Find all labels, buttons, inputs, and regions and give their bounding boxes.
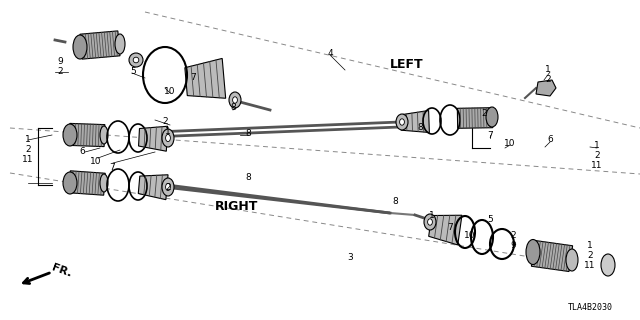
Text: 11: 11 — [591, 162, 603, 171]
Text: 7: 7 — [447, 222, 453, 231]
Ellipse shape — [229, 92, 241, 108]
Text: 5: 5 — [487, 214, 493, 223]
Ellipse shape — [166, 134, 170, 141]
Ellipse shape — [100, 174, 108, 192]
Ellipse shape — [428, 219, 433, 225]
Ellipse shape — [526, 239, 540, 265]
Ellipse shape — [566, 249, 578, 271]
Polygon shape — [138, 175, 168, 200]
Text: 1: 1 — [165, 126, 171, 135]
Text: 9: 9 — [57, 58, 63, 67]
Text: 4: 4 — [327, 49, 333, 58]
Text: 2: 2 — [165, 183, 171, 193]
Text: 8: 8 — [245, 173, 251, 182]
Text: 2: 2 — [481, 108, 487, 117]
Polygon shape — [80, 31, 120, 59]
Ellipse shape — [129, 53, 143, 67]
Polygon shape — [139, 126, 168, 151]
Text: 10: 10 — [164, 86, 176, 95]
Text: 2: 2 — [545, 76, 551, 84]
Text: 11: 11 — [584, 260, 596, 269]
Text: 1: 1 — [587, 241, 593, 250]
Ellipse shape — [63, 124, 77, 146]
Polygon shape — [68, 171, 105, 195]
Text: 1: 1 — [429, 211, 435, 220]
Ellipse shape — [166, 183, 170, 191]
Polygon shape — [458, 108, 493, 128]
Ellipse shape — [133, 57, 139, 63]
Text: 2: 2 — [25, 146, 31, 155]
Ellipse shape — [396, 114, 408, 130]
Text: 5: 5 — [130, 68, 136, 76]
Text: 6: 6 — [547, 135, 553, 145]
Text: 8: 8 — [230, 103, 236, 113]
Polygon shape — [531, 241, 573, 271]
Text: 2: 2 — [594, 151, 600, 161]
Text: 8: 8 — [392, 197, 398, 206]
Text: 6: 6 — [79, 148, 85, 156]
Ellipse shape — [601, 254, 615, 276]
Ellipse shape — [399, 119, 404, 125]
Text: 7: 7 — [190, 74, 196, 83]
Ellipse shape — [232, 97, 237, 103]
Ellipse shape — [424, 214, 436, 230]
Ellipse shape — [100, 126, 108, 144]
Text: FR.: FR. — [50, 263, 73, 279]
Text: 2: 2 — [162, 116, 168, 125]
Text: 8: 8 — [245, 129, 251, 138]
Text: 7: 7 — [109, 163, 115, 172]
Text: RIGHT: RIGHT — [215, 201, 259, 213]
Text: 7: 7 — [487, 132, 493, 140]
Text: 3: 3 — [347, 252, 353, 261]
Text: TLA4B2030: TLA4B2030 — [568, 303, 612, 313]
Ellipse shape — [486, 107, 498, 127]
Text: 9: 9 — [510, 241, 516, 250]
Polygon shape — [185, 59, 226, 98]
Text: 11: 11 — [22, 156, 34, 164]
Text: 1: 1 — [545, 66, 551, 75]
Text: 10: 10 — [504, 139, 516, 148]
Polygon shape — [429, 215, 462, 245]
Text: 10: 10 — [464, 230, 476, 239]
Ellipse shape — [63, 172, 77, 194]
Text: 2: 2 — [510, 230, 516, 239]
Text: 1: 1 — [25, 135, 31, 145]
Polygon shape — [401, 110, 429, 132]
Ellipse shape — [162, 178, 174, 196]
Polygon shape — [536, 80, 556, 96]
Polygon shape — [69, 124, 105, 147]
Text: 10: 10 — [90, 156, 102, 165]
Ellipse shape — [73, 35, 87, 59]
Ellipse shape — [115, 34, 125, 54]
Text: 8: 8 — [417, 124, 423, 132]
Text: 2: 2 — [57, 68, 63, 76]
Text: 2: 2 — [587, 251, 593, 260]
Ellipse shape — [162, 129, 174, 147]
Text: 1: 1 — [594, 141, 600, 150]
Text: LEFT: LEFT — [390, 59, 424, 71]
